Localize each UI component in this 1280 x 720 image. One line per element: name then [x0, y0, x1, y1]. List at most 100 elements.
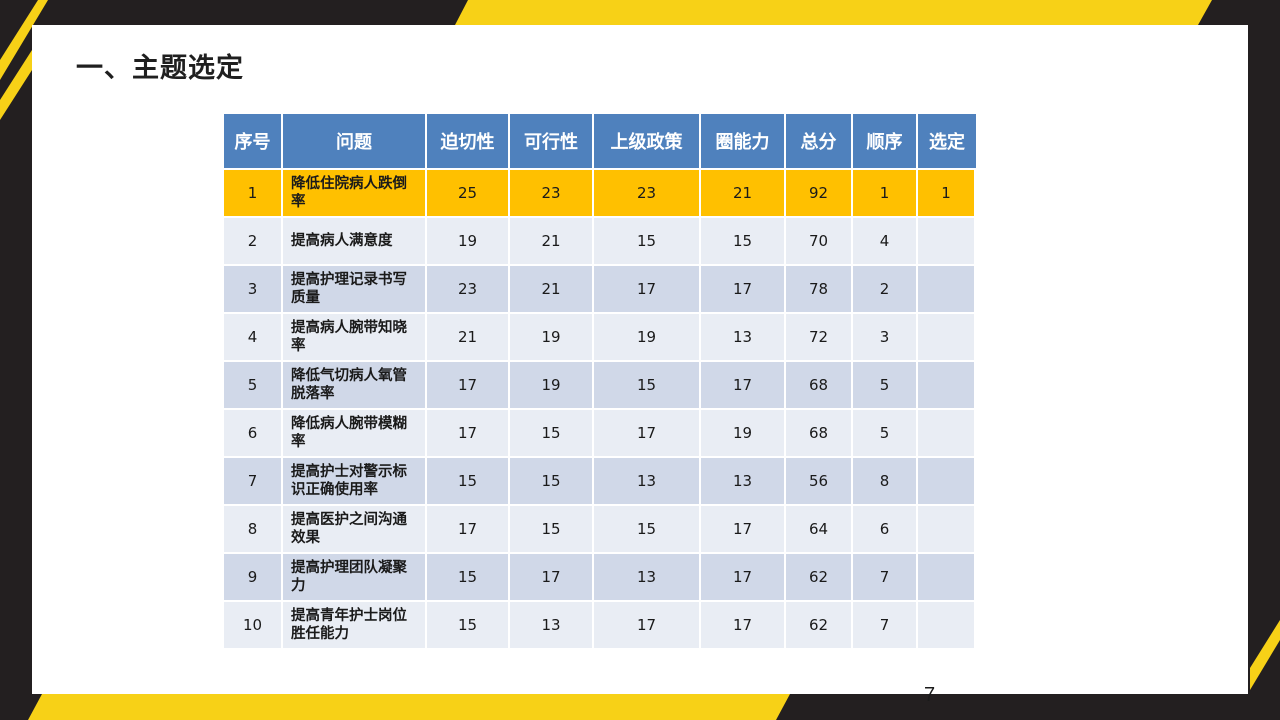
cell-issue: 降低病人腕带模糊率 [283, 410, 427, 458]
cell-policy: 17 [594, 266, 701, 314]
cell-capability: 17 [701, 602, 786, 650]
cell-policy: 15 [594, 362, 701, 410]
cell-issue: 提高护理团队凝聚力 [283, 554, 427, 602]
cell-capability: 13 [701, 314, 786, 362]
cell-feasibility: 19 [510, 362, 594, 410]
cell-no: 5 [224, 362, 283, 410]
cell-capability: 21 [701, 170, 786, 218]
table-row: 3 提高护理记录书写质量 23 21 17 17 78 2 [224, 266, 976, 314]
cell-no: 4 [224, 314, 283, 362]
cell-selected [918, 314, 976, 362]
table-row: 10 提高青年护士岗位胜任能力 15 13 17 17 62 7 [224, 602, 976, 650]
header-cell-urgency: 迫切性 [427, 114, 510, 170]
cell-total: 70 [786, 218, 853, 266]
cell-urgency: 17 [427, 362, 510, 410]
table-row: 6 降低病人腕带模糊率 17 15 17 19 68 5 [224, 410, 976, 458]
cell-policy: 15 [594, 506, 701, 554]
cell-no: 1 [224, 170, 283, 218]
cell-order: 8 [853, 458, 918, 506]
cell-capability: 17 [701, 362, 786, 410]
header-cell-selected: 选定 [918, 114, 976, 170]
header-cell-capability: 圈能力 [701, 114, 786, 170]
cell-total: 72 [786, 314, 853, 362]
cell-issue: 降低住院病人跌倒率 [283, 170, 427, 218]
cell-total: 92 [786, 170, 853, 218]
cell-issue: 提高病人满意度 [283, 218, 427, 266]
cell-policy: 23 [594, 170, 701, 218]
cell-order: 5 [853, 362, 918, 410]
bottom-yellow-band [28, 694, 790, 720]
cell-selected [918, 458, 976, 506]
header-cell-order: 顺序 [853, 114, 918, 170]
header-cell-feasibility: 可行性 [510, 114, 594, 170]
cell-total: 56 [786, 458, 853, 506]
cell-selected [918, 218, 976, 266]
cell-feasibility: 15 [510, 458, 594, 506]
cell-selected: 1 [918, 170, 976, 218]
cell-total: 68 [786, 410, 853, 458]
cell-policy: 15 [594, 218, 701, 266]
cell-selected [918, 506, 976, 554]
table-row: 8 提高医护之间沟通效果 17 15 15 17 64 6 [224, 506, 976, 554]
cell-no: 2 [224, 218, 283, 266]
cell-order: 3 [853, 314, 918, 362]
cell-no: 9 [224, 554, 283, 602]
cell-capability: 17 [701, 554, 786, 602]
cell-urgency: 17 [427, 410, 510, 458]
cell-policy: 17 [594, 410, 701, 458]
cell-total: 62 [786, 554, 853, 602]
cell-order: 4 [853, 218, 918, 266]
cell-feasibility: 23 [510, 170, 594, 218]
cell-order: 5 [853, 410, 918, 458]
cell-policy: 13 [594, 554, 701, 602]
cell-feasibility: 15 [510, 506, 594, 554]
cell-capability: 17 [701, 266, 786, 314]
cell-total: 78 [786, 266, 853, 314]
cell-policy: 13 [594, 458, 701, 506]
cell-feasibility: 17 [510, 554, 594, 602]
cell-issue: 提高护士对警示标识正确使用率 [283, 458, 427, 506]
cell-feasibility: 13 [510, 602, 594, 650]
page-title: 一、主题选定 [76, 53, 244, 84]
cell-selected [918, 554, 976, 602]
cell-urgency: 25 [427, 170, 510, 218]
cell-selected [918, 410, 976, 458]
cell-feasibility: 15 [510, 410, 594, 458]
cell-issue: 提高病人腕带知晓率 [283, 314, 427, 362]
cell-selected [918, 266, 976, 314]
cell-no: 6 [224, 410, 283, 458]
cell-capability: 13 [701, 458, 786, 506]
cell-urgency: 15 [427, 458, 510, 506]
cell-policy: 19 [594, 314, 701, 362]
table-header-row: 序号 问题 迫切性 可行性 上级政策 圈能力 总分 顺序 选定 [224, 114, 976, 170]
cell-capability: 15 [701, 218, 786, 266]
page-number: 7 [924, 684, 936, 706]
cell-urgency: 15 [427, 602, 510, 650]
header-cell-issue: 问题 [283, 114, 427, 170]
cell-issue: 提高青年护士岗位胜任能力 [283, 602, 427, 650]
table-row-selected: 1 降低住院病人跌倒率 25 23 23 21 92 1 1 [224, 170, 976, 218]
cell-capability: 19 [701, 410, 786, 458]
cell-issue: 提高医护之间沟通效果 [283, 506, 427, 554]
cell-order: 1 [853, 170, 918, 218]
left-yellow-stripe-lower [0, 50, 32, 120]
topic-selection-table: 序号 问题 迫切性 可行性 上级政策 圈能力 总分 顺序 选定 1 降低住院病人… [224, 114, 976, 650]
cell-selected [918, 362, 976, 410]
header-cell-policy: 上级政策 [594, 114, 701, 170]
table-row: 2 提高病人满意度 19 21 15 15 70 4 [224, 218, 976, 266]
top-yellow-band [455, 0, 1280, 25]
table-row: 4 提高病人腕带知晓率 21 19 19 13 72 3 [224, 314, 976, 362]
cell-total: 62 [786, 602, 853, 650]
cell-no: 8 [224, 506, 283, 554]
left-yellow-stripe [0, 0, 48, 80]
cell-order: 6 [853, 506, 918, 554]
cell-no: 10 [224, 602, 283, 650]
cell-issue: 降低气切病人氧管脱落率 [283, 362, 427, 410]
cell-selected [918, 602, 976, 650]
cell-feasibility: 19 [510, 314, 594, 362]
bottom-right-yellow-stripe [1250, 620, 1280, 690]
cell-capability: 17 [701, 506, 786, 554]
cell-total: 68 [786, 362, 853, 410]
